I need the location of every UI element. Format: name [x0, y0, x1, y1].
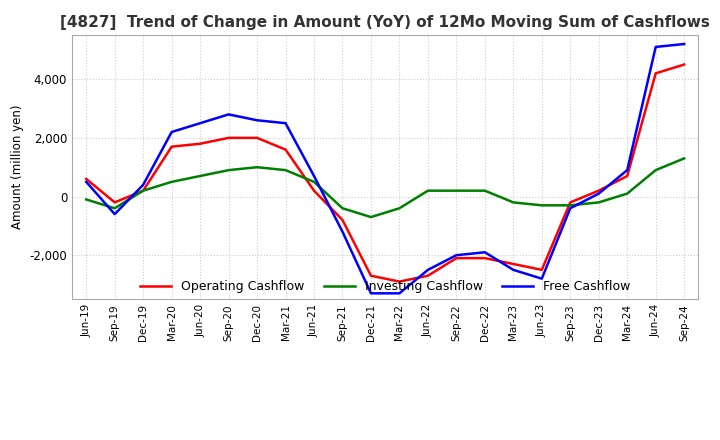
- Free Cashflow: [480, 249, 489, 255]
- Operating Cashflow: [196, 141, 204, 147]
- Investing Cashflow: [480, 188, 489, 193]
- Investing Cashflow: [110, 205, 119, 211]
- Free Cashflow: [196, 121, 204, 126]
- Free Cashflow: [253, 117, 261, 123]
- Free Cashflow: [566, 205, 575, 211]
- Y-axis label: Amount (million yen): Amount (million yen): [11, 105, 24, 229]
- Free Cashflow: [139, 182, 148, 187]
- Title: [4827]  Trend of Change in Amount (YoY) of 12Mo Moving Sum of Cashflows: [4827] Trend of Change in Amount (YoY) o…: [60, 15, 710, 30]
- Operating Cashflow: [282, 147, 290, 152]
- Investing Cashflow: [225, 168, 233, 173]
- Line: Investing Cashflow: Investing Cashflow: [86, 158, 684, 217]
- Operating Cashflow: [110, 200, 119, 205]
- Investing Cashflow: [623, 191, 631, 196]
- Investing Cashflow: [423, 188, 432, 193]
- Free Cashflow: [338, 229, 347, 235]
- Operating Cashflow: [680, 62, 688, 67]
- Investing Cashflow: [537, 203, 546, 208]
- Operating Cashflow: [480, 256, 489, 261]
- Free Cashflow: [509, 267, 518, 272]
- Free Cashflow: [366, 291, 375, 296]
- Operating Cashflow: [225, 135, 233, 140]
- Line: Free Cashflow: Free Cashflow: [86, 44, 684, 293]
- Line: Operating Cashflow: Operating Cashflow: [86, 65, 684, 282]
- Operating Cashflow: [566, 200, 575, 205]
- Investing Cashflow: [282, 168, 290, 173]
- Operating Cashflow: [338, 217, 347, 223]
- Operating Cashflow: [167, 144, 176, 149]
- Operating Cashflow: [82, 176, 91, 182]
- Investing Cashflow: [253, 165, 261, 170]
- Free Cashflow: [595, 191, 603, 196]
- Investing Cashflow: [139, 188, 148, 193]
- Investing Cashflow: [82, 197, 91, 202]
- Free Cashflow: [110, 212, 119, 217]
- Investing Cashflow: [167, 179, 176, 184]
- Investing Cashflow: [395, 205, 404, 211]
- Operating Cashflow: [595, 188, 603, 193]
- Free Cashflow: [82, 179, 91, 184]
- Free Cashflow: [282, 121, 290, 126]
- Operating Cashflow: [623, 173, 631, 179]
- Investing Cashflow: [196, 173, 204, 179]
- Operating Cashflow: [395, 279, 404, 284]
- Investing Cashflow: [338, 205, 347, 211]
- Free Cashflow: [423, 267, 432, 272]
- Legend: Operating Cashflow, Investing Cashflow, Free Cashflow: Operating Cashflow, Investing Cashflow, …: [135, 275, 635, 298]
- Investing Cashflow: [366, 214, 375, 220]
- Investing Cashflow: [566, 203, 575, 208]
- Operating Cashflow: [366, 273, 375, 279]
- Free Cashflow: [395, 291, 404, 296]
- Free Cashflow: [537, 276, 546, 281]
- Investing Cashflow: [310, 179, 318, 184]
- Operating Cashflow: [253, 135, 261, 140]
- Free Cashflow: [225, 112, 233, 117]
- Operating Cashflow: [423, 273, 432, 279]
- Free Cashflow: [452, 253, 461, 258]
- Free Cashflow: [310, 173, 318, 179]
- Investing Cashflow: [452, 188, 461, 193]
- Operating Cashflow: [537, 267, 546, 272]
- Operating Cashflow: [139, 188, 148, 193]
- Operating Cashflow: [452, 256, 461, 261]
- Free Cashflow: [167, 129, 176, 135]
- Investing Cashflow: [509, 200, 518, 205]
- Investing Cashflow: [595, 200, 603, 205]
- Operating Cashflow: [509, 261, 518, 267]
- Free Cashflow: [652, 44, 660, 50]
- Free Cashflow: [623, 168, 631, 173]
- Free Cashflow: [680, 41, 688, 47]
- Operating Cashflow: [652, 71, 660, 76]
- Investing Cashflow: [680, 156, 688, 161]
- Operating Cashflow: [310, 188, 318, 193]
- Investing Cashflow: [652, 168, 660, 173]
